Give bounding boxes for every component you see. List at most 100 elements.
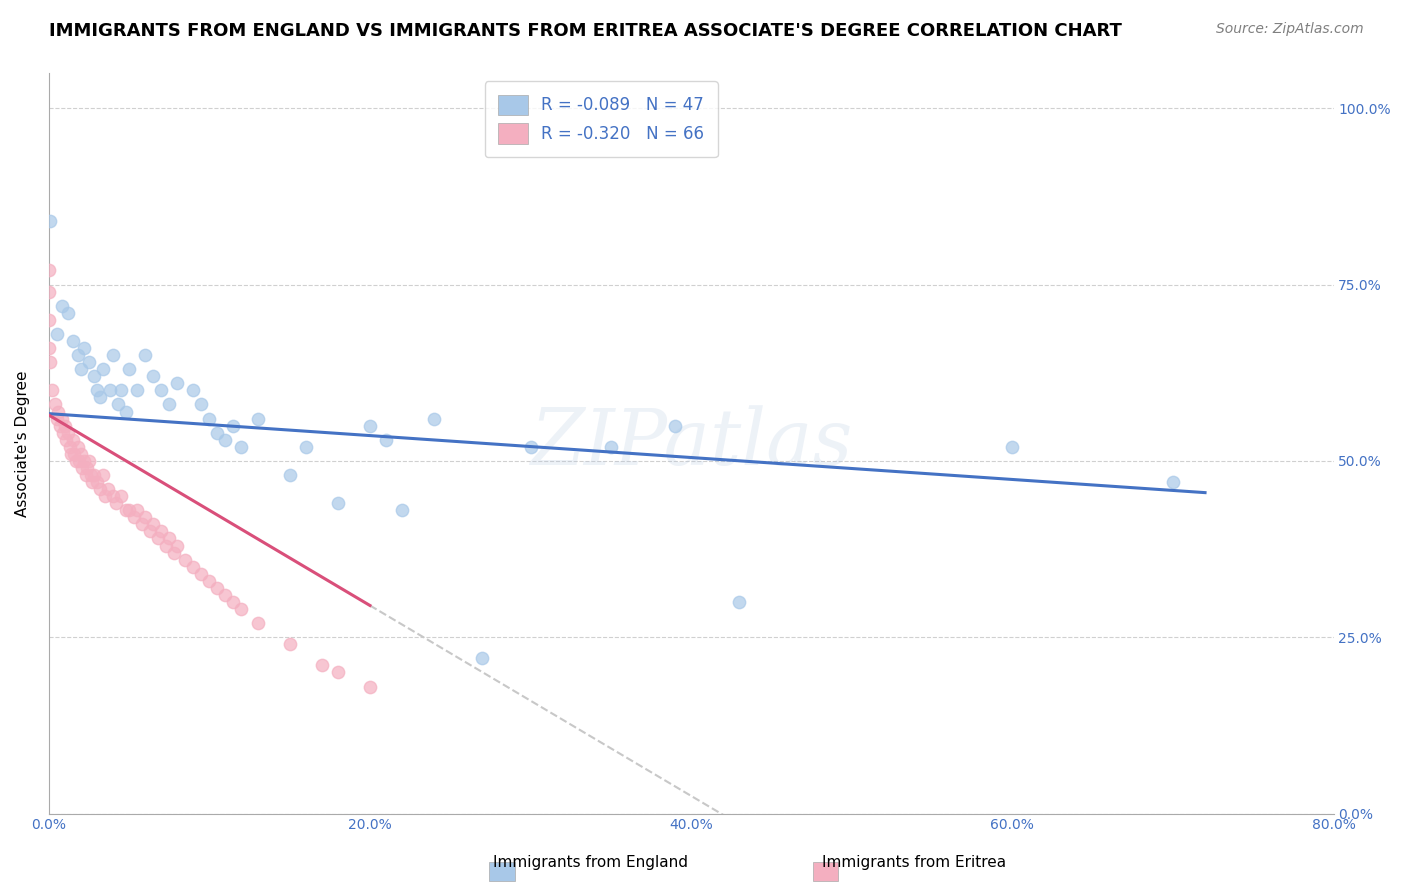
Point [41,384,63,398]
Point [51,299,73,313]
Point [73,454,96,468]
Point [39,355,62,369]
Point [150,384,173,398]
Point [118,362,141,376]
Point [114,404,136,418]
Point [375,433,398,447]
Point [146,532,169,546]
Point [198,574,221,588]
Point [110,384,132,398]
Point [326,496,349,510]
Point [190,566,212,581]
Point [157,397,180,411]
Point [142,517,165,532]
Point [246,411,269,425]
Point [79,468,101,483]
Point [214,433,236,447]
Point [181,559,204,574]
Point [139,524,162,539]
Point [62,433,84,447]
Point [39,214,62,228]
Point [49,418,72,433]
Point [519,440,541,454]
Point [231,440,253,454]
Point [89,482,111,496]
Point [101,489,124,503]
Point [45,411,67,425]
Point [174,552,197,566]
Point [38,341,60,355]
Point [101,348,124,362]
Text: Source: ZipAtlas.com: Source: ZipAtlas.com [1216,22,1364,37]
Text: Immigrants from England: Immigrants from England [494,855,688,870]
Point [93,362,115,376]
Point [83,369,105,384]
Legend: R = -0.089   N = 47, R = -0.320   N = 66: R = -0.089 N = 47, R = -0.320 N = 66 [485,81,717,157]
Point [131,517,153,532]
Point [222,595,245,609]
Point [110,489,132,503]
Point [728,595,751,609]
Point [1001,440,1024,454]
Point [66,440,89,454]
Point [70,362,93,376]
Point [231,602,253,616]
Point [134,510,156,524]
Point [51,411,73,425]
Point [38,263,60,277]
Point [246,616,269,631]
Point [664,418,686,433]
Point [70,447,93,461]
Point [207,581,229,595]
Point [52,425,75,440]
Point [89,391,111,405]
Point [77,454,100,468]
Point [166,376,188,391]
Text: IMMIGRANTS FROM ENGLAND VS IMMIGRANTS FROM ERITREA ASSOCIATE'S DEGREE CORRELATIO: IMMIGRANTS FROM ENGLAND VS IMMIGRANTS FR… [49,22,1122,40]
Point [44,397,66,411]
Point [125,503,148,517]
Point [125,384,148,398]
Point [311,658,333,673]
Text: Immigrants from Eritrea: Immigrants from Eritrea [823,855,1005,870]
Point [38,285,60,299]
Point [107,397,129,411]
Point [83,468,105,483]
Point [59,440,82,454]
Point [214,588,236,602]
Point [190,397,212,411]
Point [163,545,186,559]
Point [76,461,98,475]
Point [359,418,381,433]
Point [38,313,60,327]
Point [63,447,86,461]
Point [198,411,221,425]
Point [82,475,104,489]
Point [86,475,108,489]
Point [53,418,76,433]
Point [98,384,121,398]
Point [77,355,100,369]
Point [94,489,117,503]
Point [72,461,94,475]
Point [56,306,79,320]
Point [93,468,115,483]
Text: ZIPatlas: ZIPatlas [530,405,852,482]
Point [471,651,494,665]
Point [86,384,108,398]
Point [97,482,120,496]
Point [1161,475,1184,489]
Point [60,447,83,461]
Point [150,524,173,539]
Point [222,418,245,433]
Point [45,326,67,341]
Point [56,425,79,440]
Point [62,334,84,348]
Point [134,348,156,362]
Point [166,539,188,553]
Point [142,369,165,384]
Point [157,532,180,546]
Point [326,665,349,680]
Point [294,440,316,454]
Point [105,496,128,510]
